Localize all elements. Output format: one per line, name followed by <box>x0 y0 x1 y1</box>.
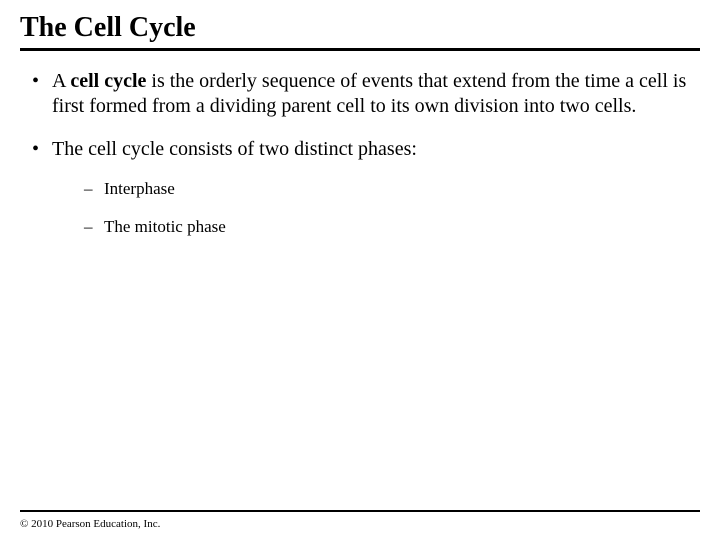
slide-title: The Cell Cycle <box>20 12 700 51</box>
sub-bullet-list: Interphase The mitotic phase <box>52 178 700 238</box>
bullet1-prefix: A <box>52 70 70 92</box>
bullet1-bold-term: cell cycle <box>70 70 146 92</box>
bullet-item-2: The cell cycle consists of two distinct … <box>28 137 700 238</box>
footer-rule <box>20 510 700 512</box>
bullet2-text: The cell cycle consists of two distinct … <box>52 138 417 160</box>
copyright-text: © 2010 Pearson Education, Inc. <box>20 518 160 530</box>
bullet1-suffix: is the orderly sequence of events that e… <box>52 70 686 117</box>
sub-item-2: The mitotic phase <box>80 216 700 238</box>
main-bullet-list: A cell cycle is the orderly sequence of … <box>20 69 700 238</box>
sub-item-1: Interphase <box>80 178 700 200</box>
bullet-item-1: A cell cycle is the orderly sequence of … <box>28 69 700 119</box>
